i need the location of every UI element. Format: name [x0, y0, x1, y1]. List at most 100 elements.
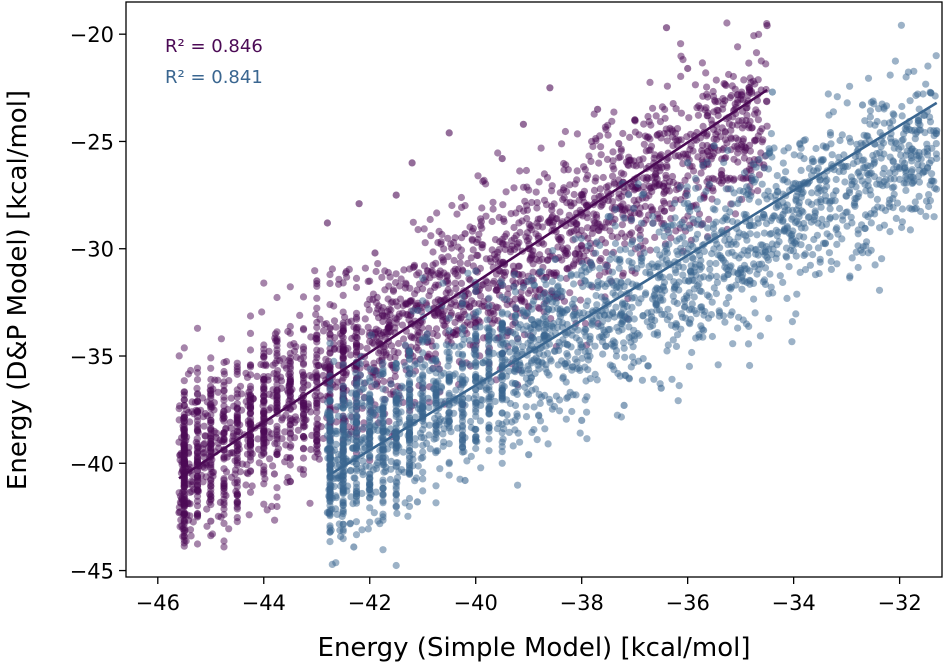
scatter-point	[783, 294, 791, 302]
scatter-point	[914, 119, 922, 127]
scatter-point	[225, 525, 233, 533]
scatter-point	[431, 283, 439, 291]
scatter-point	[445, 314, 453, 322]
scatter-point	[573, 220, 581, 228]
scatter-point	[734, 199, 742, 208]
scatter-point	[332, 323, 340, 331]
scatter-point	[393, 509, 401, 517]
scatter-point	[708, 298, 716, 306]
scatter-point	[335, 275, 343, 283]
scatter-point	[372, 488, 380, 496]
scatter-point	[793, 290, 801, 298]
scatter-point	[758, 241, 767, 249]
scatter-point	[606, 227, 614, 235]
scatter-point	[602, 263, 611, 271]
scatter-point	[531, 281, 539, 290]
scatter-point	[591, 370, 599, 378]
scatter-point	[202, 473, 210, 481]
scatter-point	[253, 372, 261, 380]
scatter-point	[509, 442, 517, 450]
scatter-point	[745, 59, 753, 67]
scatter-point	[359, 384, 368, 392]
scatter-point	[193, 426, 202, 434]
scatter-point	[644, 362, 652, 370]
scatter-point	[460, 448, 468, 456]
scatter-point	[826, 131, 835, 139]
scatter-point	[419, 487, 427, 495]
scatter-point	[330, 302, 338, 310]
scatter-point	[461, 202, 469, 210]
scatter-point	[880, 164, 888, 172]
scatter-point	[843, 99, 851, 107]
scatter-point	[392, 360, 400, 368]
scatter-point	[683, 183, 691, 191]
scatter-point	[473, 238, 481, 247]
scatter-point	[175, 352, 183, 360]
scatter-point	[732, 281, 740, 289]
scatter-point	[704, 314, 713, 322]
scatter-point	[454, 350, 463, 358]
scatter-point	[930, 213, 938, 221]
scatter-point	[243, 373, 252, 381]
scatter-point	[646, 78, 654, 86]
scatter-point	[689, 147, 697, 155]
scatter-point	[721, 97, 729, 105]
scatter-point	[337, 475, 345, 483]
scatter-point	[873, 180, 881, 188]
scatter-point	[472, 352, 480, 360]
scatter-point	[369, 290, 377, 298]
scatter-point	[691, 174, 700, 183]
scatter-point	[200, 422, 208, 430]
scatter-point	[705, 274, 713, 282]
scatter-point	[425, 431, 433, 439]
scatter-point	[640, 120, 648, 128]
scatter-point	[633, 265, 641, 273]
scatter-point	[696, 274, 705, 282]
scatter-point	[792, 252, 800, 260]
scatter-point	[402, 300, 410, 308]
scatter-point	[697, 169, 705, 177]
scatter-point	[386, 353, 394, 361]
scatter-point	[457, 279, 466, 287]
scatter-point	[561, 360, 569, 368]
scatter-point	[366, 504, 374, 512]
scatter-point	[818, 222, 826, 230]
scatter-point	[445, 129, 453, 137]
scatter-point	[266, 455, 274, 463]
scatter-point	[599, 350, 607, 358]
scatter-point	[648, 260, 656, 268]
scatter-point	[597, 143, 605, 151]
scatter-point	[744, 340, 753, 348]
scatter-point	[925, 202, 933, 211]
scatter-point	[646, 268, 654, 277]
scatter-point	[898, 102, 906, 111]
scatter-point	[339, 499, 347, 507]
scatter-point	[404, 371, 412, 379]
scatter-point	[405, 347, 414, 355]
scatter-point	[592, 135, 600, 143]
scatter-point	[330, 357, 338, 365]
scatter-point	[507, 210, 515, 218]
scatter-point	[923, 140, 931, 148]
scatter-point	[273, 451, 281, 459]
scatter-point	[271, 516, 279, 524]
scatter-point	[698, 161, 707, 169]
scatter-point	[352, 387, 361, 395]
scatter-point	[779, 278, 787, 286]
scatter-point	[182, 537, 190, 545]
scatter-point	[356, 378, 364, 386]
scatter-point	[485, 302, 493, 310]
scatter-point	[330, 317, 339, 325]
scatter-point	[180, 432, 188, 440]
scatter-point	[703, 291, 712, 299]
scatter-point	[908, 166, 916, 174]
scatter-point	[469, 224, 477, 233]
scatter-point	[731, 85, 739, 93]
scatter-point	[528, 316, 536, 324]
scatter-point	[180, 481, 188, 489]
scatter-point	[315, 361, 323, 370]
scatter-point	[594, 105, 602, 113]
scatter-point	[358, 328, 366, 336]
scatter-point	[891, 57, 900, 65]
scatter-point	[498, 354, 506, 362]
